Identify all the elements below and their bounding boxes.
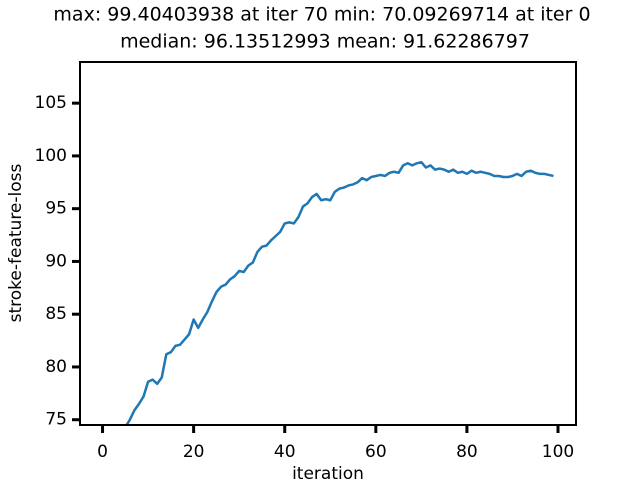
y-tick-label: 75 [45, 410, 67, 430]
x-axis-label: iteration [292, 464, 364, 480]
y-axis-label: stroke-feature-loss [6, 164, 26, 323]
x-tick-label: 60 [365, 442, 387, 462]
x-tick-label: 0 [97, 442, 108, 462]
y-tick-label: 85 [45, 304, 67, 324]
line-series [125, 160, 554, 425]
y-tick-label: 100 [35, 146, 67, 166]
chart-title: max: 99.40403938 at iter 70 min: 70.0926… [53, 4, 590, 26]
y-tick-label: 105 [35, 93, 67, 113]
plot-frame [79, 61, 577, 426]
y-tick-label: 95 [45, 199, 67, 219]
x-tick-label: 40 [274, 442, 296, 462]
chart-title: median: 96.13512993 mean: 91.62286797 [120, 31, 530, 53]
x-tick-label: 100 [542, 442, 574, 462]
x-tick-label: 80 [456, 442, 478, 462]
plot [125, 160, 554, 425]
x-tick-label: 20 [183, 442, 205, 462]
y-tick-label: 80 [45, 357, 67, 377]
y-tick-label: 90 [45, 251, 67, 271]
